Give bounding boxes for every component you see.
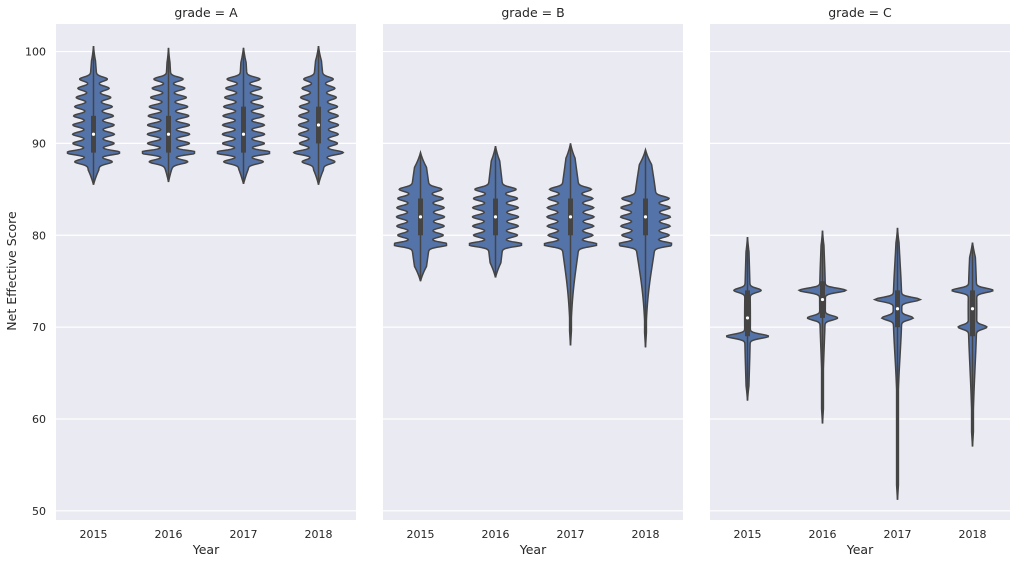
- violin-median-point: [643, 215, 648, 219]
- x-tick-label: 2018: [632, 528, 660, 541]
- panel-title: grade = B: [501, 5, 564, 20]
- violin-median-point: [418, 215, 423, 219]
- violin-median-point: [568, 215, 573, 219]
- facet-panel-grade-a: [56, 24, 356, 520]
- y-tick-label: 80: [32, 229, 46, 242]
- violin-median-point: [241, 132, 246, 136]
- x-axis-label: Year: [192, 542, 220, 557]
- x-tick-label: 2018: [305, 528, 333, 541]
- x-tick-label: 2017: [884, 528, 912, 541]
- violin-median-point: [316, 123, 321, 127]
- violin-median-point: [970, 307, 975, 311]
- panel-background: [383, 24, 683, 520]
- x-tick-label: 2017: [557, 528, 585, 541]
- y-axis-label: Net Effective Score: [4, 211, 19, 331]
- x-tick-label: 2015: [407, 528, 435, 541]
- violin-median-point: [895, 307, 900, 311]
- y-tick-label: 60: [32, 413, 46, 426]
- panel-background: [710, 24, 1010, 520]
- x-tick-label: 2016: [155, 528, 183, 541]
- panel-title: grade = C: [828, 5, 892, 20]
- violin-median-point: [91, 132, 96, 136]
- x-tick-label: 2016: [482, 528, 510, 541]
- y-tick-label: 90: [32, 137, 46, 150]
- y-tick-label: 70: [32, 321, 46, 334]
- x-tick-label: 2017: [230, 528, 258, 541]
- violin-median-point: [166, 132, 171, 136]
- y-tick-label: 100: [25, 46, 46, 59]
- x-tick-label: 2015: [734, 528, 762, 541]
- x-tick-label: 2016: [809, 528, 837, 541]
- y-tick-label: 50: [32, 505, 46, 518]
- facet-panel-grade-b: [383, 24, 683, 520]
- x-tick-label: 2015: [80, 528, 108, 541]
- violin-median-point: [745, 316, 750, 320]
- x-tick-label: 2018: [959, 528, 987, 541]
- x-axis-label: Year: [519, 542, 547, 557]
- violin-median-point: [493, 215, 498, 219]
- facet-panel-grade-c: [710, 24, 1010, 520]
- x-axis-label: Year: [846, 542, 874, 557]
- panel-title: grade = A: [174, 5, 238, 20]
- violin-median-point: [820, 297, 825, 302]
